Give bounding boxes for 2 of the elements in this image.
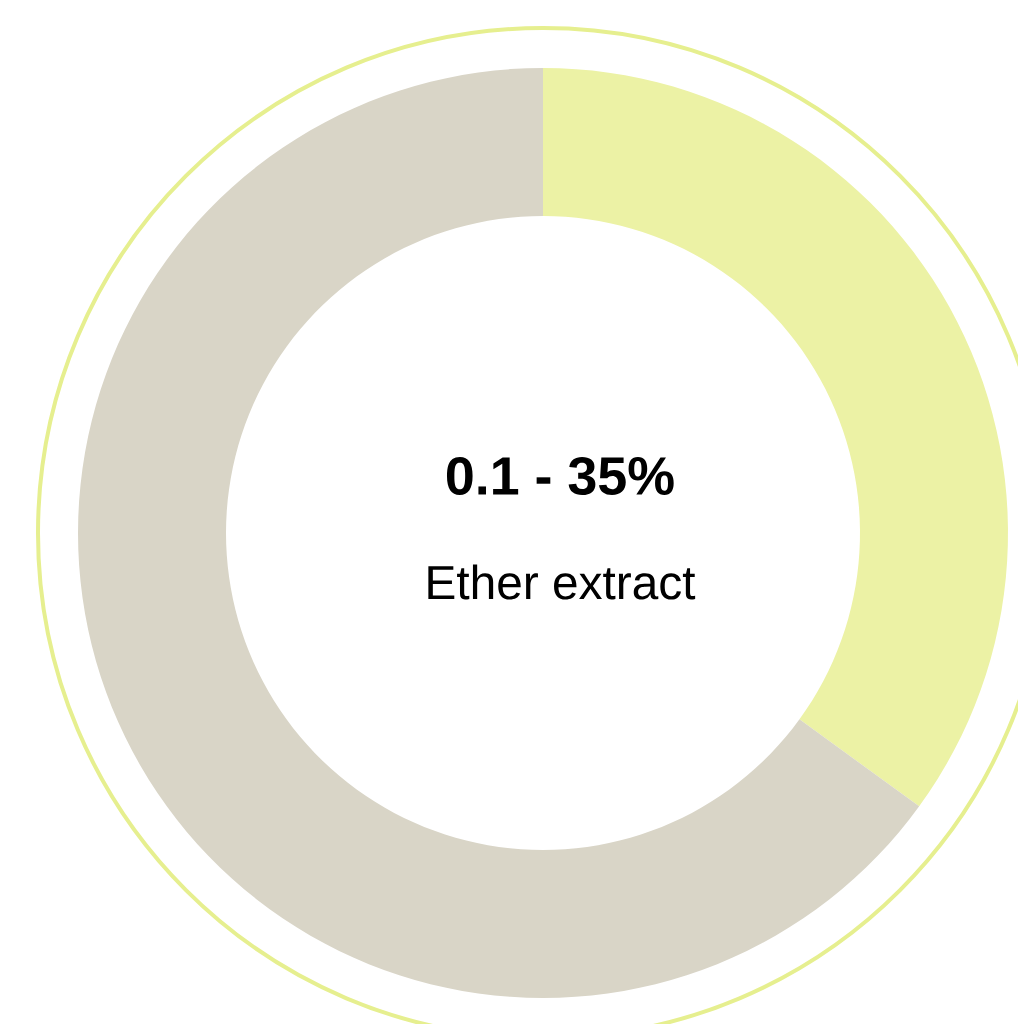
text: 0.1 - 35% bbox=[446, 456, 674, 496]
text: Ether extract bbox=[428, 564, 696, 600]
